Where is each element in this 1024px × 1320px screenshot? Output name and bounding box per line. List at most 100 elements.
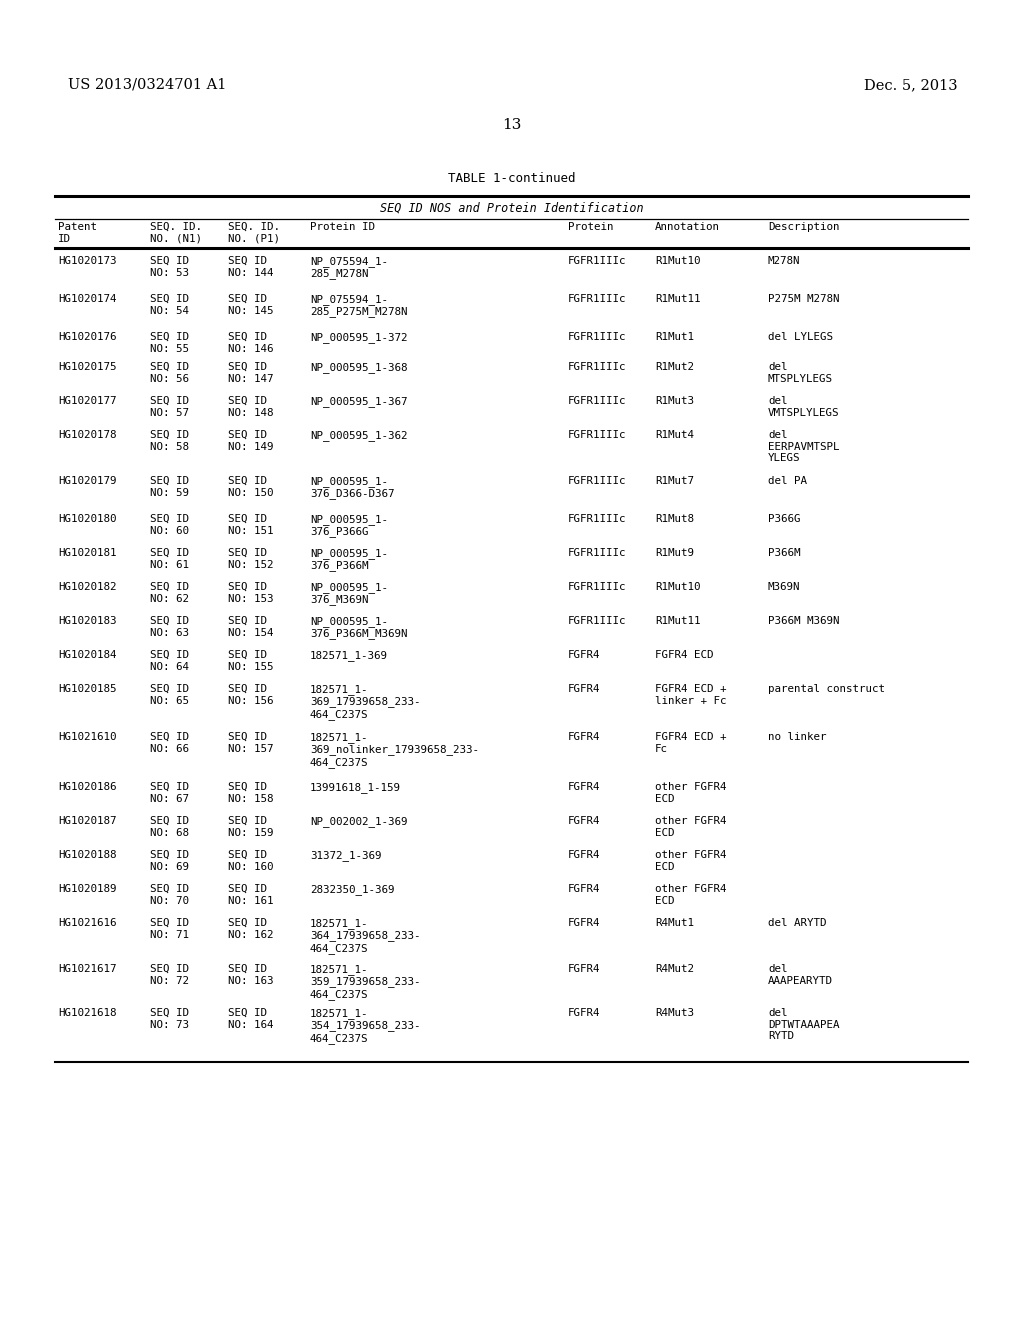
Text: FGFR4: FGFR4 [568,917,600,928]
Text: FGFR1IIIc: FGFR1IIIc [568,616,627,626]
Text: SEQ ID
NO: 150: SEQ ID NO: 150 [228,477,273,498]
Text: FGFR4: FGFR4 [568,1008,600,1018]
Text: SEQ ID
NO: 69: SEQ ID NO: 69 [150,850,189,871]
Text: P366M: P366M [768,548,801,558]
Text: HG1020177: HG1020177 [58,396,117,407]
Text: SEQ ID
NO: 151: SEQ ID NO: 151 [228,513,273,536]
Text: US 2013/0324701 A1: US 2013/0324701 A1 [68,78,226,92]
Text: 182571_1-
369_17939658_233-
464_C237S: 182571_1- 369_17939658_233- 464_C237S [310,684,421,719]
Text: no linker: no linker [768,733,826,742]
Text: FGFR1IIIc: FGFR1IIIc [568,513,627,524]
Text: SEQ ID
NO: 146: SEQ ID NO: 146 [228,333,273,354]
Text: P275M M278N: P275M M278N [768,294,840,304]
Text: 31372_1-369: 31372_1-369 [310,850,382,861]
Text: other FGFR4
ECD: other FGFR4 ECD [655,850,726,871]
Text: other FGFR4
ECD: other FGFR4 ECD [655,884,726,906]
Text: HG1020184: HG1020184 [58,649,117,660]
Text: R1Mut4: R1Mut4 [655,430,694,440]
Text: M369N: M369N [768,582,801,591]
Text: SEQ ID
NO: 70: SEQ ID NO: 70 [150,884,189,906]
Text: R1Mut11: R1Mut11 [655,616,700,626]
Text: SEQ ID
NO: 54: SEQ ID NO: 54 [150,294,189,315]
Text: SEQ ID
NO: 158: SEQ ID NO: 158 [228,781,273,804]
Text: FGFR4 ECD +
linker + Fc: FGFR4 ECD + linker + Fc [655,684,726,706]
Text: SEQ. ID.
NO. (N1): SEQ. ID. NO. (N1) [150,222,202,244]
Text: SEQ. ID.
NO. (P1): SEQ. ID. NO. (P1) [228,222,280,244]
Text: FGFR4: FGFR4 [568,733,600,742]
Text: FGFR4 ECD +
Fc: FGFR4 ECD + Fc [655,733,726,754]
Text: P366M M369N: P366M M369N [768,616,840,626]
Text: SEQ ID
NO: 154: SEQ ID NO: 154 [228,616,273,638]
Text: M278N: M278N [768,256,801,267]
Text: SEQ ID
NO: 65: SEQ ID NO: 65 [150,684,189,706]
Text: SEQ ID
NO: 163: SEQ ID NO: 163 [228,964,273,986]
Text: SEQ ID
NO: 155: SEQ ID NO: 155 [228,649,273,672]
Text: FGFR1IIIc: FGFR1IIIc [568,430,627,440]
Text: Annotation: Annotation [655,222,720,232]
Text: FGFR4: FGFR4 [568,781,600,792]
Text: SEQ ID
NO: 71: SEQ ID NO: 71 [150,917,189,940]
Text: SEQ ID
NO: 66: SEQ ID NO: 66 [150,733,189,754]
Text: del PA: del PA [768,477,807,486]
Text: NP_075594_1-
285_P275M_M278N: NP_075594_1- 285_P275M_M278N [310,294,408,317]
Text: TABLE 1-continued: TABLE 1-continued [449,172,575,185]
Text: del
AAAPEARYTD: del AAAPEARYTD [768,964,833,986]
Text: R4Mut1: R4Mut1 [655,917,694,928]
Text: NP_000595_1-368: NP_000595_1-368 [310,362,408,374]
Text: HG1021617: HG1021617 [58,964,117,974]
Text: HG1020182: HG1020182 [58,582,117,591]
Text: R1Mut11: R1Mut11 [655,294,700,304]
Text: FGFR1IIIc: FGFR1IIIc [568,362,627,372]
Text: 182571_1-
369_nolinker_17939658_233-
464_C237S: 182571_1- 369_nolinker_17939658_233- 464… [310,733,479,768]
Text: NP_000595_1-
376_P366M: NP_000595_1- 376_P366M [310,548,388,572]
Text: SEQ ID
NO: 147: SEQ ID NO: 147 [228,362,273,384]
Text: 13991618_1-159: 13991618_1-159 [310,781,401,793]
Text: SEQ ID
NO: 153: SEQ ID NO: 153 [228,582,273,603]
Text: NP_000595_1-362: NP_000595_1-362 [310,430,408,441]
Text: R4Mut2: R4Mut2 [655,964,694,974]
Text: SEQ ID
NO: 157: SEQ ID NO: 157 [228,733,273,754]
Text: SEQ ID
NO: 152: SEQ ID NO: 152 [228,548,273,570]
Text: NP_000595_1-
376_D366-D367: NP_000595_1- 376_D366-D367 [310,477,394,499]
Text: NP_075594_1-
285_M278N: NP_075594_1- 285_M278N [310,256,388,280]
Text: SEQ ID
NO: 59: SEQ ID NO: 59 [150,477,189,498]
Text: NP_000595_1-
376_M369N: NP_000595_1- 376_M369N [310,582,388,606]
Text: R1Mut9: R1Mut9 [655,548,694,558]
Text: SEQ ID
NO: 57: SEQ ID NO: 57 [150,396,189,417]
Text: SEQ ID
NO: 145: SEQ ID NO: 145 [228,294,273,315]
Text: HG1020183: HG1020183 [58,616,117,626]
Text: del
VMTSPLYLEGS: del VMTSPLYLEGS [768,396,840,417]
Text: HG1020179: HG1020179 [58,477,117,486]
Text: 2832350_1-369: 2832350_1-369 [310,884,394,895]
Text: SEQ ID
NO: 55: SEQ ID NO: 55 [150,333,189,354]
Text: R4Mut3: R4Mut3 [655,1008,694,1018]
Text: 182571_1-
364_17939658_233-
464_C237S: 182571_1- 364_17939658_233- 464_C237S [310,917,421,954]
Text: SEQ ID NOS and Protein Identification: SEQ ID NOS and Protein Identification [380,202,644,215]
Text: SEQ ID
NO: 63: SEQ ID NO: 63 [150,616,189,638]
Text: other FGFR4
ECD: other FGFR4 ECD [655,781,726,804]
Text: SEQ ID
NO: 149: SEQ ID NO: 149 [228,430,273,451]
Text: HG1020188: HG1020188 [58,850,117,861]
Text: HG1020174: HG1020174 [58,294,117,304]
Text: FGFR4: FGFR4 [568,964,600,974]
Text: SEQ ID
NO: 162: SEQ ID NO: 162 [228,917,273,940]
Text: Protein: Protein [568,222,613,232]
Text: HG1020176: HG1020176 [58,333,117,342]
Text: HG1021610: HG1021610 [58,733,117,742]
Text: parental construct: parental construct [768,684,885,694]
Text: del
MTSPLYLEGS: del MTSPLYLEGS [768,362,833,384]
Text: Description: Description [768,222,840,232]
Text: HG1020186: HG1020186 [58,781,117,792]
Text: SEQ ID
NO: 53: SEQ ID NO: 53 [150,256,189,277]
Text: HG1020180: HG1020180 [58,513,117,524]
Text: SEQ ID
NO: 144: SEQ ID NO: 144 [228,256,273,277]
Text: R1Mut10: R1Mut10 [655,256,700,267]
Text: SEQ ID
NO: 58: SEQ ID NO: 58 [150,430,189,451]
Text: FGFR4: FGFR4 [568,684,600,694]
Text: SEQ ID
NO: 62: SEQ ID NO: 62 [150,582,189,603]
Text: SEQ ID
NO: 73: SEQ ID NO: 73 [150,1008,189,1030]
Text: SEQ ID
NO: 68: SEQ ID NO: 68 [150,816,189,838]
Text: SEQ ID
NO: 56: SEQ ID NO: 56 [150,362,189,384]
Text: FGFR1IIIc: FGFR1IIIc [568,333,627,342]
Text: FGFR1IIIc: FGFR1IIIc [568,582,627,591]
